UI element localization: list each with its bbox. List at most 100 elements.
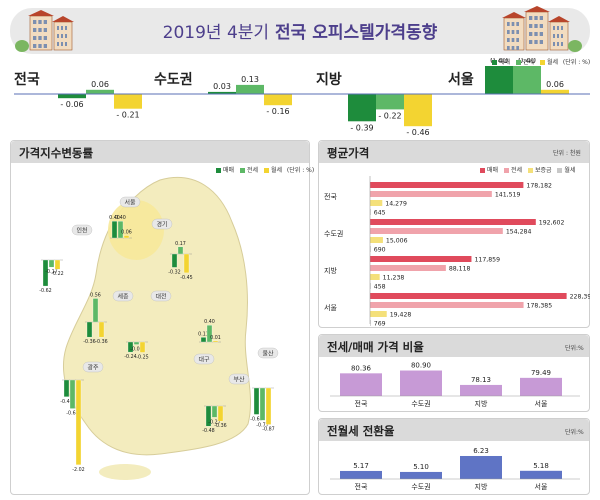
top-region-label: 전국 <box>14 71 40 88</box>
building-window <box>61 26 63 30</box>
map-region-pill <box>71 224 93 236</box>
top-bar-label: 0.06 <box>91 80 109 89</box>
building-window <box>33 28 37 32</box>
top-bar-label: 0.40 <box>490 58 508 65</box>
building-window <box>511 22 515 26</box>
map-bar-label: 0.17 <box>175 241 186 247</box>
map-bar-label: -0.63 <box>250 416 262 422</box>
avg-bar-label: 178,385 <box>527 303 553 310</box>
ratio-title: 전세/매매 가격 비율 <box>319 335 589 357</box>
building-window <box>561 42 563 46</box>
building-window <box>557 42 559 46</box>
building-window <box>516 38 519 42</box>
avg-group-label: 전국 <box>324 192 337 201</box>
top-legend: 매매 전세 월세 (단위 : %) <box>488 57 590 66</box>
vbar <box>460 384 502 396</box>
building-window <box>57 26 59 30</box>
map-bar-label: 0.11 <box>198 331 209 337</box>
avg-bar <box>370 182 524 188</box>
conversion-chart: 5.17 전국 5.10 수도권 6.23 지방 5.18 서울 <box>330 447 580 491</box>
tree <box>15 40 29 52</box>
map-region-pill <box>193 353 215 365</box>
avg-bar <box>370 228 503 234</box>
vbar-category-label: 전국 <box>355 399 368 408</box>
map-bar <box>69 379 76 409</box>
avg-group-label: 서울 <box>324 303 337 312</box>
title-main: 전국 오피스텔가격동향 <box>275 23 438 43</box>
legend-sale: 매매 <box>499 59 511 66</box>
building-window <box>553 42 555 46</box>
tree <box>568 40 582 52</box>
avg-bar <box>370 293 567 299</box>
map-legend-monthly: 월세 <box>270 167 282 174</box>
building-window <box>539 16 543 20</box>
avg-bar <box>370 302 524 308</box>
map-bar <box>42 259 49 287</box>
building-window <box>534 24 538 28</box>
map-region-label: 세종 <box>117 293 129 301</box>
map-bar <box>111 221 118 239</box>
building-roof <box>548 16 570 22</box>
avg-bar-label: 15,006 <box>386 238 408 245</box>
top-bar <box>236 84 264 94</box>
map-bar <box>200 337 207 343</box>
map-region-label: 울산 <box>262 350 274 358</box>
vbar-category-label: 수도권 <box>411 483 430 491</box>
map-bar-label: -0.40 <box>60 399 72 405</box>
map-bar <box>98 321 105 338</box>
avg-bar-label: 192,602 <box>539 220 565 227</box>
vbar-category-label: 지방 <box>475 482 488 491</box>
building-window <box>561 26 563 30</box>
map-bar <box>259 387 266 421</box>
map-bar <box>212 340 219 343</box>
avg-bar-label: 645 <box>374 210 386 217</box>
building-window <box>33 20 37 24</box>
map-bar-label: -2.02 <box>72 467 84 473</box>
avg-legend-sale: 매매 <box>487 167 499 174</box>
top-bar-label: - 0.22 <box>378 111 401 120</box>
avg-legend-rent: 월세 <box>564 167 576 174</box>
avg-group-label: 수도권 <box>324 230 343 238</box>
building-window <box>65 34 67 38</box>
building-window <box>553 26 555 30</box>
map-region-pill <box>112 290 134 302</box>
map-region-pill <box>257 347 279 359</box>
avg-bar-label: 458 <box>374 284 386 291</box>
building-window <box>539 40 543 44</box>
map-bar-label: -0.27 <box>208 419 220 425</box>
vbar-value-label: 5.17 <box>353 462 369 470</box>
map-bar <box>265 387 272 425</box>
map-bar-label: -0.36 <box>214 423 226 429</box>
building-window <box>511 46 515 50</box>
avg-bar-label: 117,859 <box>474 257 500 264</box>
vbar-category-label: 지방 <box>475 399 488 408</box>
top-bar-label: 0.40 <box>518 58 536 65</box>
building-window <box>516 30 519 34</box>
building-window <box>511 38 515 42</box>
building-window <box>507 22 510 26</box>
top-bar-label: 0.06 <box>546 80 564 89</box>
building-window <box>43 44 47 48</box>
map-bar-label: -0.06 <box>130 347 142 353</box>
avg-price-chart: 전국 178,182 141,519 14,279 645 수도권 192,602 154,2… <box>324 176 590 328</box>
map-region-label: 대구 <box>198 356 210 364</box>
building-window <box>65 26 67 30</box>
top-unit: (단위 : %) <box>562 59 591 66</box>
top-bar <box>513 66 541 94</box>
building-window <box>61 42 63 46</box>
map-region-label: 부산 <box>233 376 245 384</box>
map-bar <box>48 259 55 268</box>
map-bar-label: -0.36 <box>83 339 95 345</box>
conversion-title: 전월세 전환율 <box>319 419 589 441</box>
building-window <box>553 34 555 38</box>
legend-jeonse: 전세 <box>522 59 535 66</box>
map-region-label: 대전 <box>155 293 166 301</box>
region-map-chart: 0.400.400.06서울-0.62-0.17-0.22인천-0.320.17… <box>39 176 279 480</box>
top-bar-label: 0.13 <box>241 75 259 84</box>
map-bar-label: -0.77 <box>256 422 268 428</box>
avg-bar <box>370 274 380 280</box>
map-region-pill <box>150 290 172 302</box>
building-window <box>33 36 37 40</box>
building-roof <box>28 10 54 16</box>
avg-bar <box>370 209 371 215</box>
